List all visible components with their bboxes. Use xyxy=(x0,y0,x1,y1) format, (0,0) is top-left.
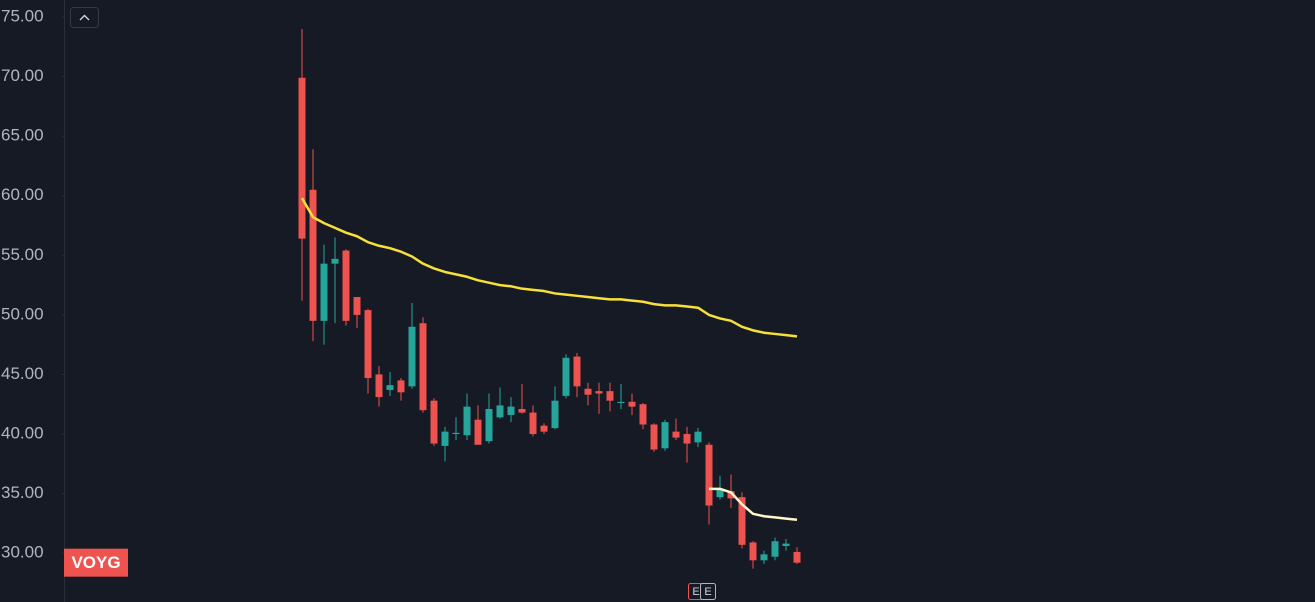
y-tick-label: 75.00 xyxy=(1,7,44,26)
candle-body xyxy=(562,357,570,396)
candle-body xyxy=(551,400,559,429)
candle-body xyxy=(430,400,438,444)
candle-body xyxy=(782,543,790,547)
y-tick-label: 60.00 xyxy=(1,185,44,204)
chevron-icon[interactable] xyxy=(79,14,90,21)
y-tick-label: 35.00 xyxy=(1,483,44,502)
candle-body xyxy=(353,297,361,315)
y-tick-label: 45.00 xyxy=(1,364,44,383)
candle-body xyxy=(540,425,548,432)
candle-body xyxy=(342,250,350,321)
candle-body xyxy=(738,497,746,545)
candle-body xyxy=(463,406,471,436)
candle-body xyxy=(617,401,625,404)
y-tick-label: 30.00 xyxy=(1,543,44,562)
y-tick-label: 40.00 xyxy=(1,424,44,443)
candle-body xyxy=(441,431,449,446)
y-tick-label: 50.00 xyxy=(1,304,44,323)
candle-body xyxy=(474,419,482,445)
candle-body xyxy=(672,431,680,438)
candle-body xyxy=(584,388,592,395)
candle-body xyxy=(375,374,383,398)
candle-body xyxy=(793,551,801,563)
event-label: E xyxy=(692,586,699,598)
candle-body xyxy=(639,404,647,425)
candle-body xyxy=(485,408,493,442)
candle-body xyxy=(573,356,581,387)
candle-body xyxy=(408,326,416,387)
candle-body xyxy=(386,385,394,390)
candle-body xyxy=(683,434,691,444)
candle-body xyxy=(419,323,427,411)
candle-body xyxy=(705,444,713,506)
candle-body xyxy=(529,412,537,435)
candle-body xyxy=(727,491,735,499)
symbol-label: VOYG xyxy=(71,553,120,572)
candle-body xyxy=(606,391,614,401)
candle-body xyxy=(309,189,317,321)
y-tick-label: 70.00 xyxy=(1,66,44,85)
y-tick-label: 65.00 xyxy=(1,126,44,145)
candle-body xyxy=(771,541,779,557)
button-frame[interactable] xyxy=(70,7,99,28)
candle-body xyxy=(661,422,669,449)
candle-body xyxy=(507,406,515,415)
candle-body xyxy=(331,258,339,264)
candle-body xyxy=(452,432,460,435)
candle-body xyxy=(397,380,405,393)
candle-body xyxy=(518,408,526,413)
candle-body xyxy=(364,310,372,379)
candle-body xyxy=(760,554,768,561)
candle-body xyxy=(595,391,603,394)
event-label: E xyxy=(704,586,711,598)
y-tick-label: 55.00 xyxy=(1,245,44,264)
candle-body xyxy=(650,424,658,450)
collapse-button[interactable] xyxy=(70,7,99,28)
event-marker xyxy=(700,583,716,600)
candle-body xyxy=(496,405,504,418)
candle-body xyxy=(298,77,306,239)
candle-body xyxy=(716,488,724,498)
candle-body xyxy=(694,431,702,443)
moving-average-line xyxy=(300,197,798,338)
candle-body xyxy=(320,263,328,321)
symbol-badge xyxy=(64,548,128,577)
candle-body xyxy=(628,401,636,407)
candle-body xyxy=(749,542,757,561)
moving-average-line xyxy=(709,487,798,522)
